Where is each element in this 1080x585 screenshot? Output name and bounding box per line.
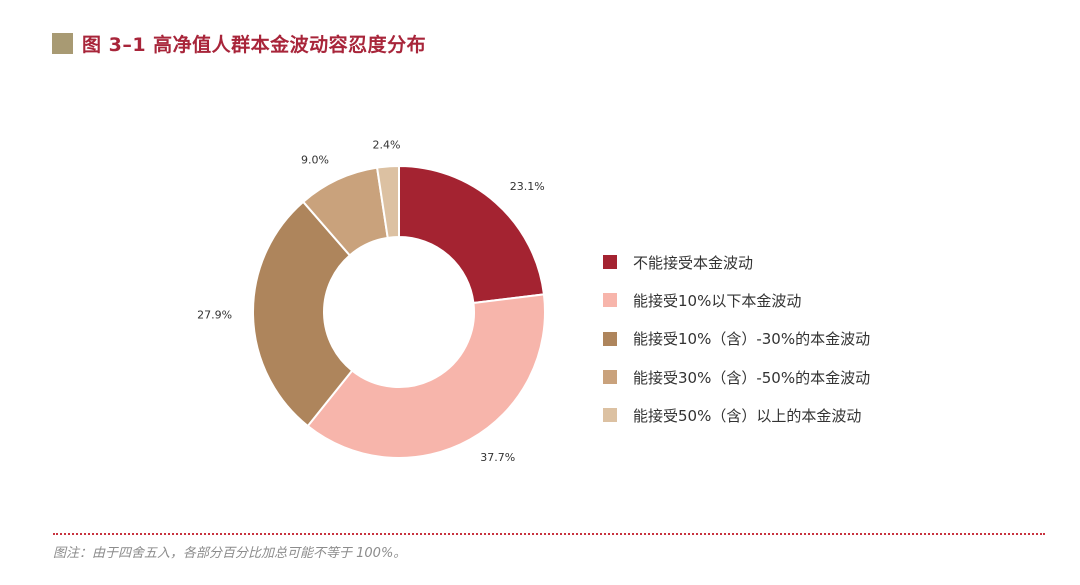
chart-title: 图 3–1 高净值人群本金波动容忍度分布 — [82, 34, 427, 56]
legend-label: 不能接受本金波动 — [633, 253, 754, 272]
donut-slice-1 — [398, 164, 546, 305]
slice-value-label-1: 23.1% — [510, 180, 545, 193]
legend-label: 能接受10%（含）-30%的本金波动 — [633, 330, 871, 349]
title-marker-square — [52, 33, 73, 54]
legend-swatch — [603, 370, 617, 385]
dotted-divider — [53, 533, 1045, 535]
legend-item-3: 能接受10%（含）-30%的本金波动 — [603, 320, 870, 358]
donut-slices — [252, 164, 546, 459]
slice-value-label-4: 9.0% — [301, 153, 329, 166]
legend-swatch — [603, 331, 617, 346]
chart-title-row: 图 3–1 高净值人群本金波动容忍度分布 — [52, 30, 426, 57]
legend-item-4: 能接受30%（含）-50%的本金波动 — [603, 358, 870, 396]
slice-value-label-2: 37.7% — [480, 451, 515, 464]
legend-swatch — [603, 408, 617, 423]
slice-value-label-3: 27.9% — [197, 308, 232, 321]
legend-swatch — [603, 293, 617, 308]
slice-value-label-5: 2.4% — [372, 138, 400, 151]
legend-label: 能接受30%（含）-50%的本金波动 — [633, 368, 871, 387]
legend-swatch — [603, 255, 617, 270]
chart-legend: 不能接受本金波动能接受10%以下本金波动能接受10%（含）-30%的本金波动 能接… — [603, 243, 870, 434]
donut-slice-5 — [375, 164, 400, 239]
chart-footnote: 图注：由于四舍五入，各部分百分比加总可能不等于 100%。 — [53, 546, 407, 561]
legend-item-2: 能接受10%以下本金波动 — [603, 281, 870, 319]
donut-slice-2 — [306, 293, 546, 459]
legend-label: 能接受10%以下本金波动 — [633, 291, 802, 310]
donut-slice-3 — [252, 200, 354, 428]
legend-item-5: 能接受50%（含）以上的本金波动 — [603, 396, 870, 434]
legend-item-1: 不能接受本金波动 — [603, 243, 870, 281]
legend-label: 能接受50%（含）以上的本金波动 — [633, 406, 862, 425]
donut-value-labels: 23.1% 37.7% 27.9% 9.0% 2.4% — [197, 138, 545, 463]
